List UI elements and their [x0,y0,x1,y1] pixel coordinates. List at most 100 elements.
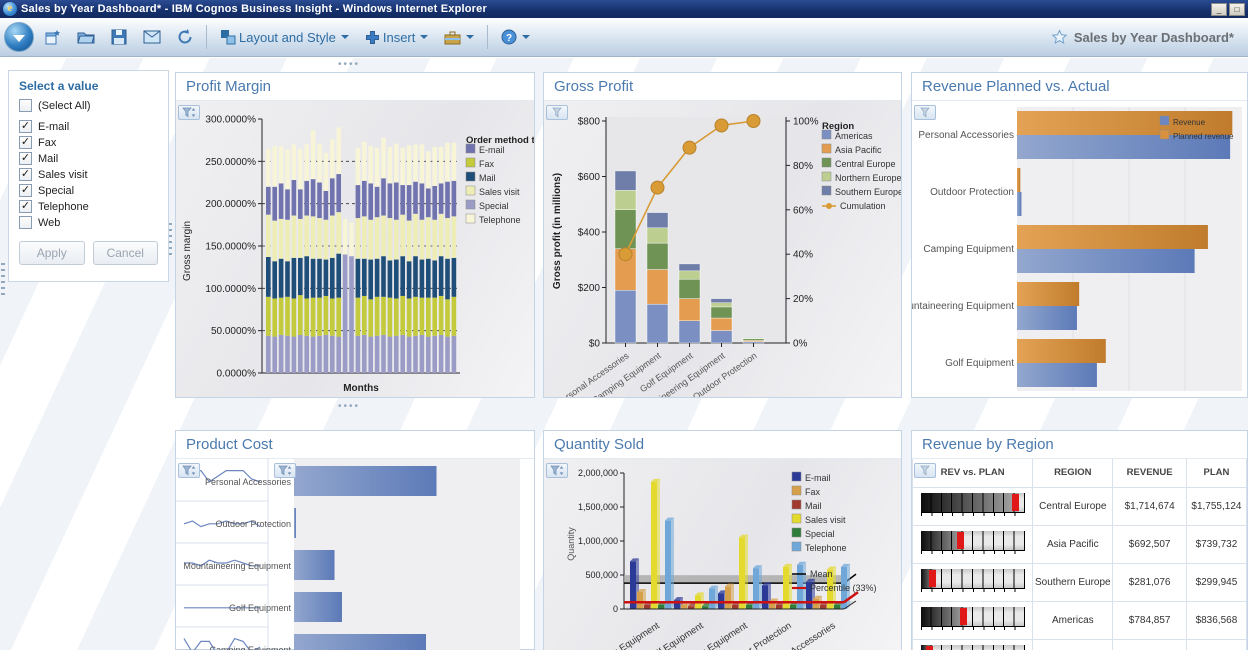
new-dashboard-button[interactable] [38,24,67,51]
bar-segment [304,144,310,181]
email-button[interactable] [137,25,167,49]
filter-sort-icon[interactable] [178,105,200,120]
bar-segment [342,254,348,373]
filter-option-e-mail[interactable]: ✓ E-mail [19,120,158,133]
filter-icon[interactable] [914,463,936,478]
drag-handle[interactable]: •••• [338,59,361,70]
bar-segment [291,257,297,299]
checkbox[interactable]: ✓ [19,184,32,197]
table-row [912,638,1247,650]
bar-segment [438,183,444,214]
svg-text:$600: $600 [578,172,601,183]
save-button[interactable] [105,24,133,50]
filter-sort-icon[interactable] [274,463,296,478]
title-bar: e Sales by Year Dashboard* - IBM Cognos … [0,0,1248,18]
filter-option-web[interactable]: Web [19,216,158,229]
checkbox[interactable]: ✓ [19,168,32,181]
bar-segment [400,185,406,215]
filter-option-special[interactable]: ✓ Special [19,184,158,197]
filter-option-fax[interactable]: ✓ Fax [19,136,158,149]
bar-segment [432,297,438,336]
bar-segment [451,180,457,217]
checkbox[interactable] [19,99,32,112]
svg-text:Outdoor Protection: Outdoor Protection [215,519,291,529]
chevron-down-icon [340,35,349,39]
quantity-bar [806,581,812,609]
bar-segment [451,257,457,297]
chevron-down-icon [13,34,25,42]
bar-segment [406,336,412,373]
apply-button[interactable]: Apply [19,241,85,265]
splitter-handle[interactable] [1,263,5,297]
layout-and-style-button[interactable]: Layout and Style [214,24,355,50]
filter-option-mail[interactable]: ✓ Mail [19,152,158,165]
svg-text:Order method type: Order method type [466,135,534,146]
filter-option--select-all-[interactable]: (Select All) [19,99,158,112]
svg-text:50.0000%: 50.0000% [211,326,256,337]
bar-segment [336,212,342,254]
planned-revenue-bar [1017,339,1106,363]
bar-segment [310,297,316,337]
gross-profit-chart: $0 $200 $400 $600 $800 0% 20% 40% 60% 80% 100% Pers… [544,101,901,397]
bar-segment [298,148,303,190]
filter-icon[interactable] [546,105,568,120]
checkbox[interactable]: ✓ [19,152,32,165]
filter-sort-icon[interactable] [546,463,568,478]
bar-segment [381,178,386,216]
profit-margin-chart: 0.0000% 50.0000% 100.0000% 150.0000% 200.000… [176,101,534,397]
help-button[interactable]: ? [495,24,536,50]
quantity-bar [753,568,759,609]
quantity-bar [702,606,708,609]
checkbox[interactable]: ✓ [19,136,32,149]
bar-segment [336,127,342,175]
open-button[interactable] [71,24,101,50]
bar-segment [438,334,444,373]
bar-segment [291,215,297,258]
filter-option-sales-visit[interactable]: ✓ Sales visit [19,168,158,181]
widget-title: Profit Margin [176,73,534,101]
widget-toolbox-button[interactable] [438,25,480,50]
bar-segment [310,179,316,217]
drag-handle[interactable]: •••• [338,401,361,412]
checkbox[interactable]: ✓ [19,200,32,213]
bar-segment [310,258,316,298]
refresh-button[interactable] [171,24,199,50]
bar-segment [368,183,374,220]
actions-menu-button[interactable] [4,22,34,52]
bar-segment [278,334,284,373]
quantity-bar [813,598,819,609]
toolbar: Layout and Style Insert ? [0,18,1248,57]
splitter-handle[interactable] [168,223,172,257]
filter-icon[interactable] [914,105,936,120]
svg-text:Mail: Mail [479,173,496,183]
minimize-button[interactable]: _ [1211,2,1227,16]
svg-text:150.0000%: 150.0000% [205,242,256,253]
svg-text:Camping Equipment: Camping Equipment [583,620,661,650]
cancel-button[interactable]: Cancel [92,241,158,265]
svg-text:0%: 0% [793,339,808,350]
bar-segment [355,147,361,186]
cost-bar [294,550,335,580]
insert-button[interactable]: Insert [359,25,435,50]
bar-segment [330,178,335,216]
checkbox[interactable] [19,216,32,229]
bar-segment [445,181,450,219]
svg-text:Southern Europe: Southern Europe [835,187,901,197]
bar-segment [438,256,444,296]
quantity-bar [746,604,752,609]
checkbox[interactable]: ✓ [19,120,32,133]
filter-sort-icon[interactable] [178,463,200,478]
bar-segment [272,220,278,262]
bar-segment [266,257,271,297]
widget-revenue-by-region: Revenue by Region REV vs. PLAN REGION REVE… [911,430,1248,650]
svg-text:Fax: Fax [479,159,495,169]
table-cell: Southern Europe [1032,562,1114,602]
bar-segment [278,297,284,335]
maximize-button[interactable]: □ [1229,2,1245,16]
filter-option-telephone[interactable]: ✓ Telephone [19,200,158,213]
widget-title: Revenue Planned vs. Actual [912,73,1247,101]
bar-segment [432,335,438,373]
planned-revenue-bar [1017,282,1080,306]
svg-text:Outdoor Protection: Outdoor Protection [930,187,1014,198]
bar-segment [272,146,278,187]
